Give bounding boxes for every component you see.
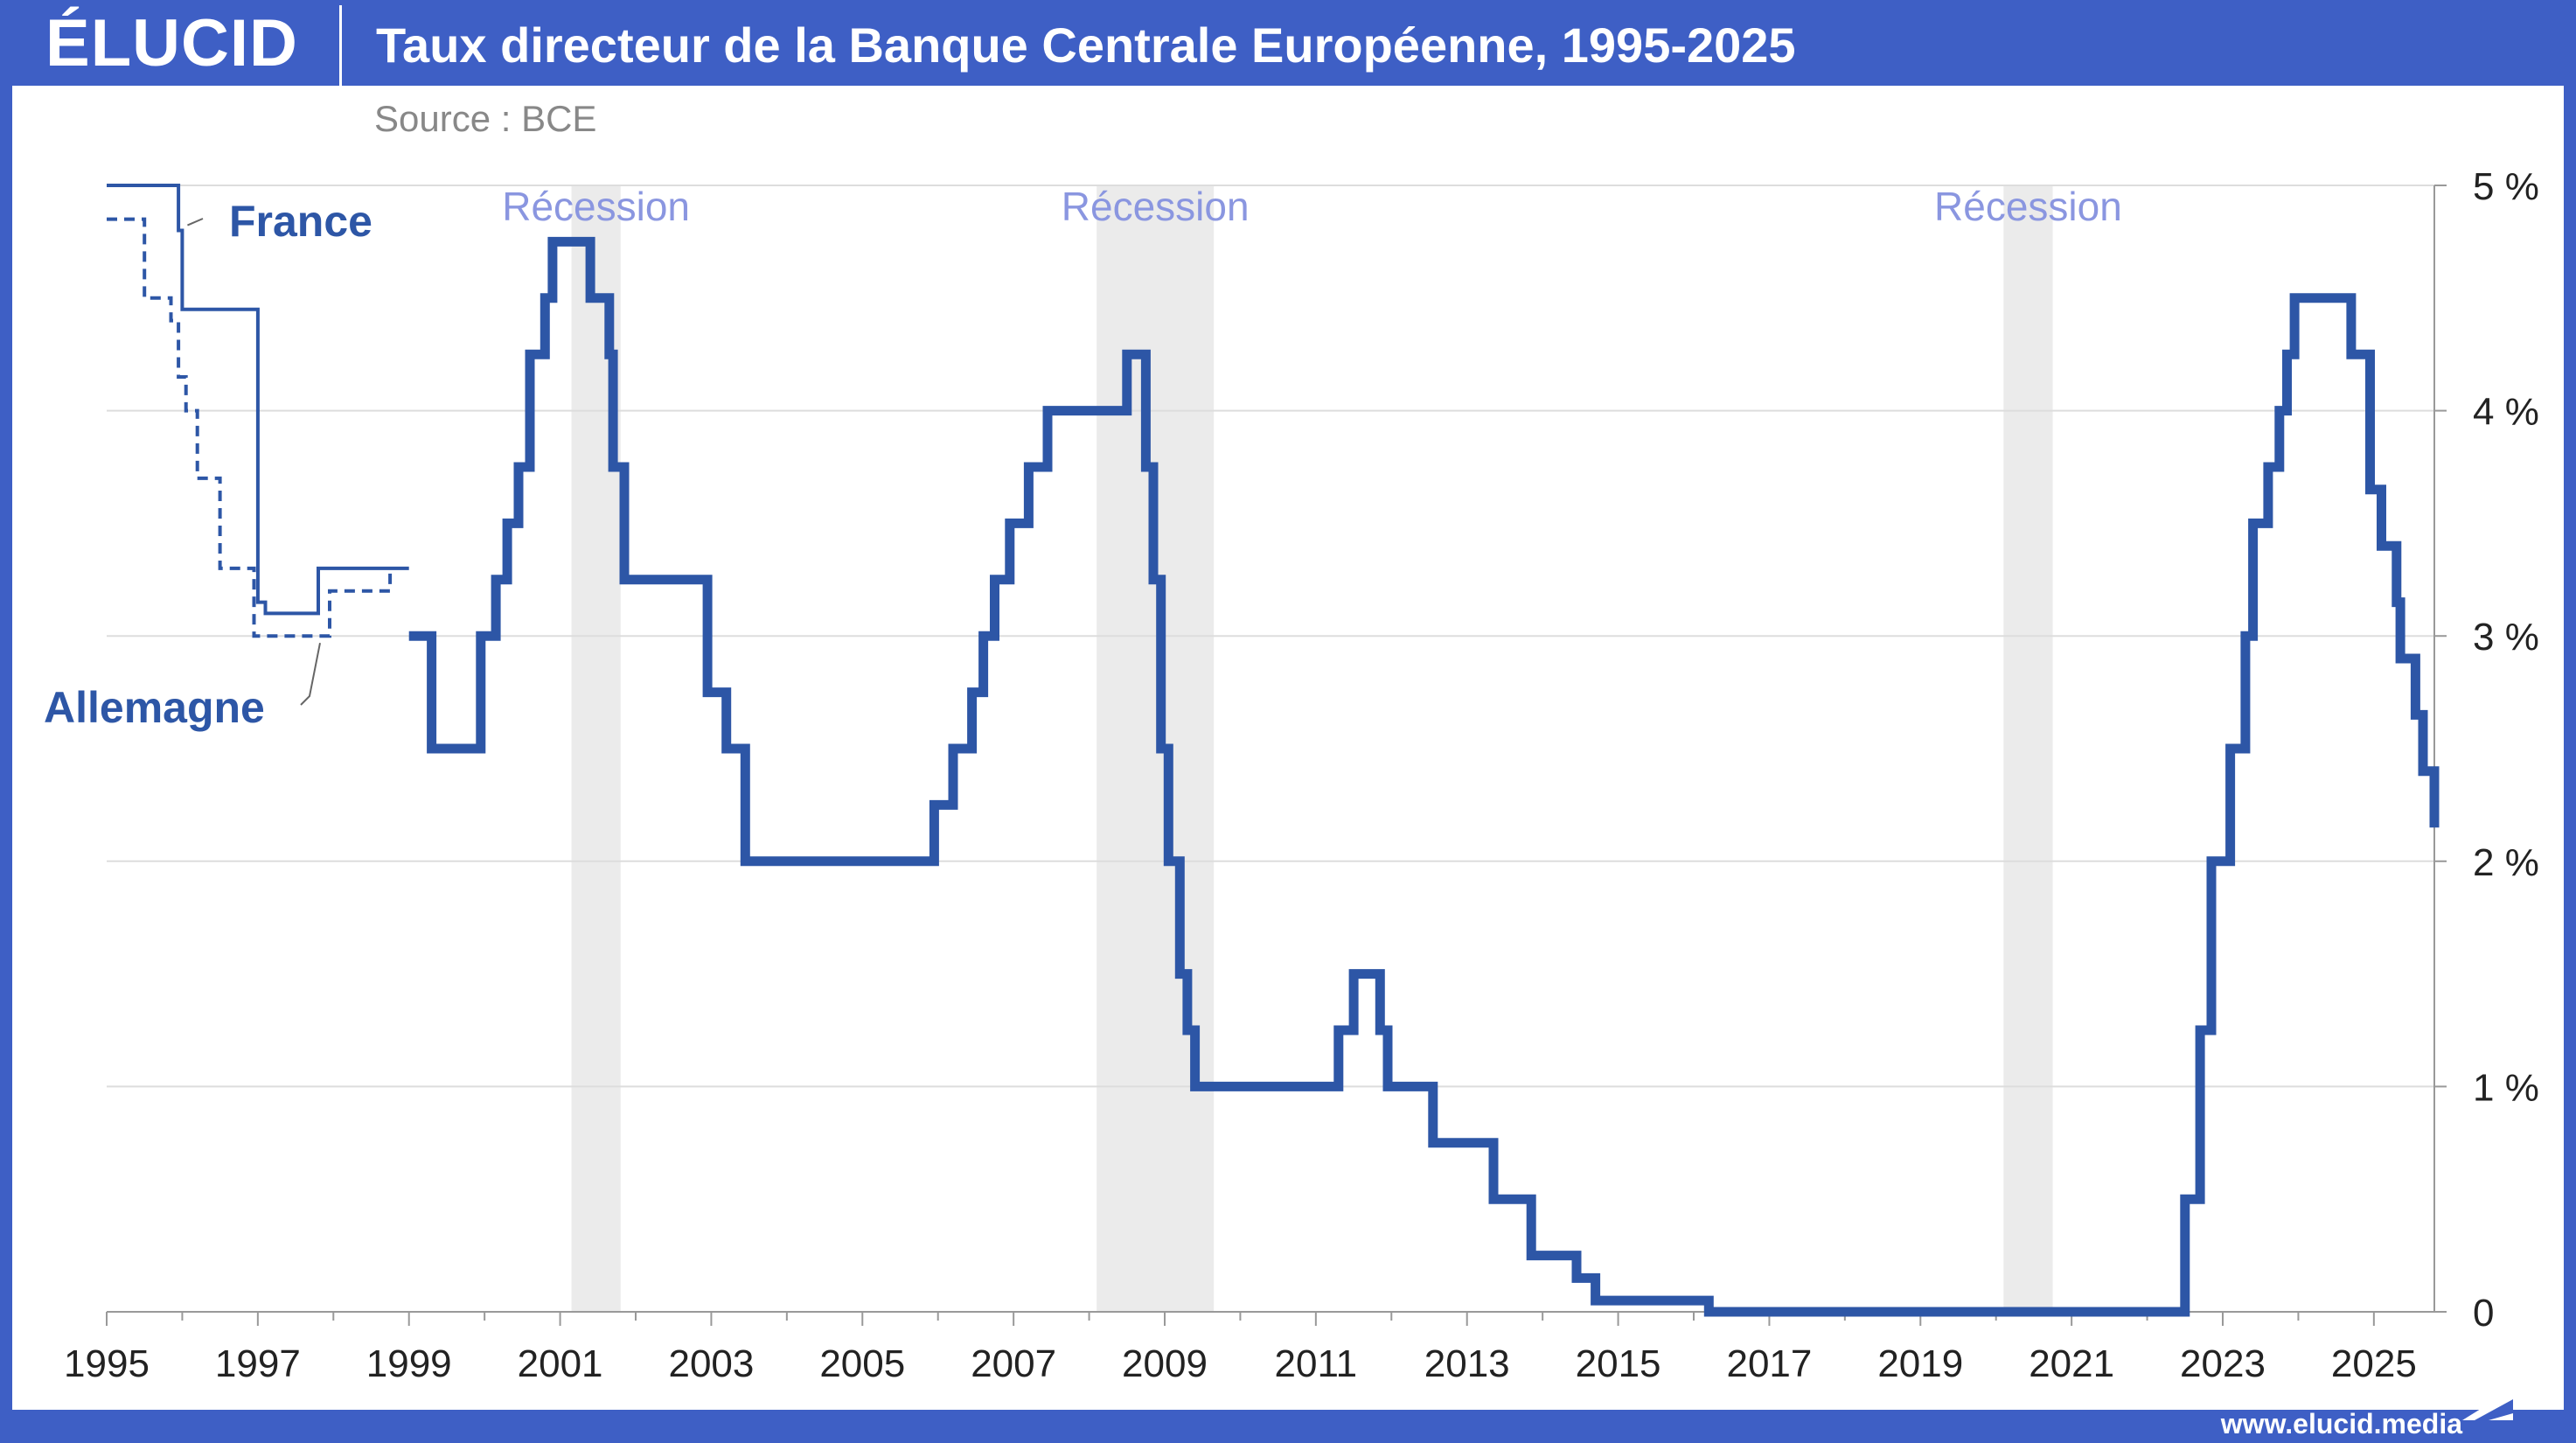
series-lines (107, 184, 2440, 1317)
x-tick-label: 2003 (668, 1342, 754, 1385)
y-tick-label: 5 % (2473, 165, 2539, 208)
chart-labels: Source : BCE Récession Récession Récession… (44, 98, 2539, 1385)
series-line-allemagne (107, 217, 393, 638)
x-tick-label: 2005 (819, 1342, 905, 1385)
y-tick-label: 3 % (2473, 616, 2539, 659)
recession-band (1097, 185, 1215, 1312)
recession-label: Récession (1934, 184, 2122, 229)
axes (106, 185, 2447, 1326)
page-title: Taux directeur de la Banque Centrale Eur… (376, 17, 1796, 73)
x-tick-label: 2019 (1877, 1342, 1963, 1385)
y-tick-label: 1 % (2473, 1066, 2539, 1109)
x-tick-label: 2025 (2331, 1342, 2417, 1385)
annotation-leader-france (187, 218, 204, 227)
annotation-leader-allemagne (300, 643, 321, 706)
x-tick-label: 2013 (1424, 1342, 1510, 1385)
x-tick-label: 2021 (2029, 1342, 2114, 1385)
recession-band (2003, 185, 2053, 1312)
x-tick-label: 2015 (1576, 1342, 1661, 1385)
x-tick-label: 1997 (215, 1342, 301, 1385)
elucid-logo: ÉLUCID (45, 6, 298, 80)
series-line-bce (408, 236, 2440, 1317)
elucid-mark-icon (2462, 1389, 2513, 1420)
recession-label: Récession (1062, 184, 1250, 229)
recession-bands (571, 185, 2053, 1312)
x-tick-label: 2023 (2180, 1342, 2266, 1385)
footer-url[interactable]: www.elucid.media (2220, 1408, 2462, 1440)
x-tick-label: 2007 (971, 1342, 1056, 1385)
x-tick-label: 2009 (1122, 1342, 1208, 1385)
y-tick-label: 0 (2473, 1292, 2494, 1335)
gridlines (107, 185, 2434, 1088)
x-tick-label: 2011 (1275, 1342, 1358, 1385)
annotation-allemagne: Allemagne (44, 683, 265, 732)
x-tick-label: 2001 (518, 1342, 603, 1385)
y-tick-label: 4 % (2473, 391, 2539, 434)
series-line-france (107, 184, 409, 616)
x-tick-label: 1995 (64, 1342, 150, 1385)
annotation-france: France (229, 197, 372, 246)
recession-label: Récession (502, 184, 690, 229)
header-separator (339, 5, 342, 86)
x-tick-label: 1999 (366, 1342, 452, 1385)
source-label: Source : BCE (374, 98, 596, 139)
x-tick-label: 2017 (1726, 1342, 1812, 1385)
y-tick-label: 2 % (2473, 841, 2539, 884)
